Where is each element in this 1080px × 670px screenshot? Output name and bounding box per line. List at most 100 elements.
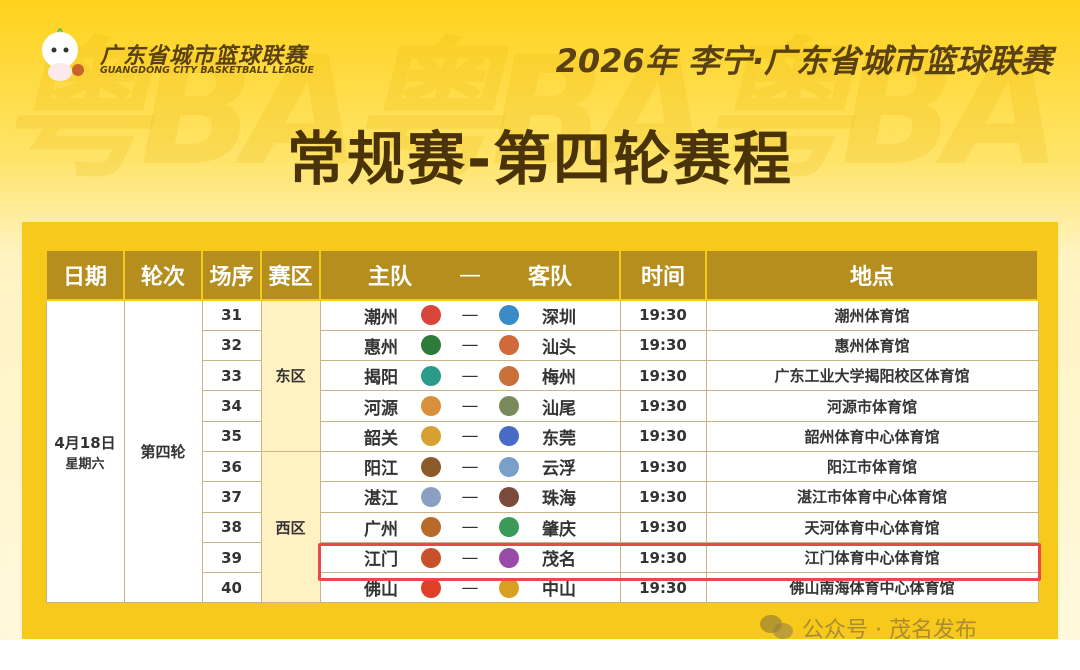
home-team: 惠州 xyxy=(364,337,398,358)
table-header-row: 日期 轮次 场序 赛区 主队 — 客队 时间 地点 xyxy=(45,249,1039,301)
match-time: 19:30 xyxy=(619,299,707,331)
table-row: 37 湛江 — 珠海 19:30 湛江市体育中心体育馆 xyxy=(46,481,1039,513)
home-team: 韶关 xyxy=(364,428,398,449)
match-no: 34 xyxy=(201,390,262,422)
away-team: 茂名 xyxy=(542,550,576,571)
teams-cell: 潮州 — 深圳 xyxy=(319,299,621,331)
teams-cell: 佛山 — 中山 xyxy=(319,572,621,604)
away-team: 梅州 xyxy=(542,368,576,389)
home-team-logo-icon xyxy=(421,426,441,447)
match-time: 19:30 xyxy=(619,329,707,362)
match-time: 19:30 xyxy=(619,420,707,452)
round-cell: 第四轮 xyxy=(123,299,203,604)
vs-dash: — xyxy=(461,547,479,568)
match-no: 33 xyxy=(201,360,262,392)
mascot-logo-icon xyxy=(42,28,84,81)
match-no: 32 xyxy=(201,329,262,362)
home-team: 湛江 xyxy=(364,489,398,510)
home-team-logo-icon xyxy=(421,577,441,598)
home-team: 揭阳 xyxy=(364,368,398,389)
away-team-logo-icon xyxy=(499,335,519,356)
match-no: 40 xyxy=(201,572,262,604)
vs-dash: — xyxy=(461,426,479,447)
header-dash: — xyxy=(459,262,481,288)
away-team-logo-icon xyxy=(499,577,519,598)
home-team: 阳江 xyxy=(364,459,398,480)
away-team: 珠海 xyxy=(542,489,576,510)
home-team-logo-icon xyxy=(421,547,441,568)
table-row: 33 揭阳 — 梅州 19:30 广东工业大学揭阳校区体育馆 xyxy=(46,360,1039,392)
away-team-logo-icon xyxy=(499,365,519,386)
match-no: 35 xyxy=(201,420,262,452)
away-team: 肇庆 xyxy=(542,519,576,540)
teams-cell: 阳江 — 云浮 xyxy=(319,450,621,483)
match-time: 19:30 xyxy=(619,450,707,483)
page-title: 常规赛-第四轮赛程 xyxy=(286,125,794,193)
vs-dash: — xyxy=(461,335,479,356)
home-team-logo-icon xyxy=(421,486,441,507)
table-row: 40 佛山 — 中山 19:30 佛山南海体育中心体育馆 xyxy=(46,572,1039,604)
match-time: 19:30 xyxy=(619,360,707,392)
vs-dash: — xyxy=(461,456,479,477)
date-cell: 4月18日星期六 xyxy=(45,299,125,604)
home-team-logo-icon xyxy=(421,517,441,538)
header-match-no: 场序 xyxy=(201,249,262,301)
match-no: 37 xyxy=(201,481,262,513)
away-team: 中山 xyxy=(542,580,576,601)
highlight-box xyxy=(318,543,1041,581)
date: 4月18日 xyxy=(54,433,116,452)
home-team: 潮州 xyxy=(364,307,398,328)
table-row: 32 惠州 — 汕头 19:30 惠州体育馆 xyxy=(46,329,1039,362)
match-time: 19:30 xyxy=(619,541,707,574)
venue: 河源市体育馆 xyxy=(705,390,1039,422)
table-row: 35 韶关 — 东莞 19:30 韶州体育中心体育馆 xyxy=(46,420,1039,452)
match-no: 38 xyxy=(201,511,262,543)
table-row: 4月18日 星期六 第四轮 31 东区 潮州 — 深圳 19:30 潮州体育馆 xyxy=(45,299,1039,604)
vs-dash: — xyxy=(461,396,479,417)
venue: 韶州体育中心体育馆 xyxy=(705,420,1039,452)
teams-cell: 惠州 — 汕头 xyxy=(319,329,621,362)
zone-east: 东区 xyxy=(260,299,321,452)
venue: 潮州体育馆 xyxy=(705,299,1039,331)
vs-dash: — xyxy=(461,517,479,538)
venue: 佛山南海体育中心体育馆 xyxy=(705,572,1039,604)
table-row: 39 江门 — 茂名 19:30 江门体育中心体育馆 xyxy=(46,541,1039,574)
away-team: 深圳 xyxy=(542,307,576,328)
teams-cell: 湛江 — 珠海 xyxy=(319,481,621,513)
header-away: 客队 xyxy=(527,265,572,290)
header-date: 日期 xyxy=(45,249,125,301)
away-team-logo-icon xyxy=(499,547,519,568)
home-team-logo-icon xyxy=(421,456,441,477)
home-team: 河源 xyxy=(364,398,398,419)
away-team: 汕尾 xyxy=(542,398,576,419)
home-team: 广州 xyxy=(364,519,398,540)
home-team-logo-icon xyxy=(421,305,441,326)
zone-west: 西区 xyxy=(260,450,321,604)
away-team-logo-icon xyxy=(499,486,519,507)
away-team-logo-icon xyxy=(499,396,519,417)
schedule-table: 日期 轮次 场序 赛区 主队 — 客队 时间 地点 4月18日 星期六 第四轮 31 东区 … xyxy=(45,249,1039,604)
teams-cell: 河源 — 汕尾 xyxy=(319,390,621,422)
brand-name-cn: 广东省城市篮球联赛 xyxy=(100,44,308,69)
vs-dash: — xyxy=(461,577,479,598)
weekday: 星期六 xyxy=(65,456,105,472)
home-team-logo-icon xyxy=(421,396,441,417)
away-team: 云浮 xyxy=(542,459,576,480)
header-round: 轮次 xyxy=(123,249,203,301)
teams-cell: 江门 — 茂名 xyxy=(319,541,621,574)
away-team-logo-icon xyxy=(499,517,519,538)
header-venue: 地点 xyxy=(705,249,1039,301)
header-teams: 主队 — 客队 xyxy=(319,249,621,301)
header-time: 时间 xyxy=(619,249,707,301)
teams-cell: 韶关 — 东莞 xyxy=(319,420,621,452)
venue: 湛江市体育中心体育馆 xyxy=(705,481,1039,513)
table-row: 34 河源 — 汕尾 19:30 河源市体育馆 xyxy=(46,390,1039,422)
away-team-logo-icon xyxy=(499,305,519,326)
match-time: 19:30 xyxy=(619,572,707,604)
venue: 广东工业大学揭阳校区体育馆 xyxy=(705,360,1039,392)
match-time: 19:30 xyxy=(619,511,707,543)
away-team-logo-icon xyxy=(499,456,519,477)
wechat-watermark: 公众号 · 茂名发布 xyxy=(760,612,977,644)
match-time: 19:30 xyxy=(619,481,707,513)
vs-dash: — xyxy=(461,365,479,386)
